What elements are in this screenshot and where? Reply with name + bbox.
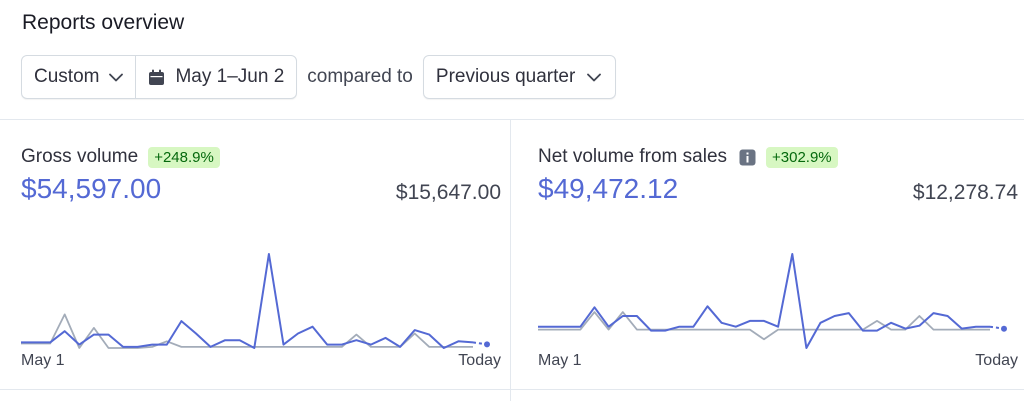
date-range-label: May 1–Jun 2 [175,66,285,87]
previous-value: $12,278.74 [912,181,1018,204]
gross-volume-card[interactable]: Gross volume +248.9% $54,597.00 $15,647.… [21,120,501,388]
today-dot [484,341,490,348]
range-type-dropdown[interactable]: Custom [22,56,135,98]
card-title: Net volume from sales [538,146,728,167]
card-header: Net volume from sales +302.9% [538,146,838,168]
previous-period-line [21,313,473,349]
compared-to-label: compared to [307,66,413,87]
card-header: Gross volume +248.9% [21,146,220,168]
today-dot [1001,325,1007,332]
comparison-dropdown[interactable]: Previous quarter [422,55,617,99]
filter-bar: Custom May 1–Jun 2 compared to Previous … [21,55,617,99]
section-divider [0,119,1024,120]
date-filter-group: Custom May 1–Jun 2 [21,55,298,99]
projection-dash [472,341,488,346]
gross-volume-chart [21,253,490,349]
net-volume-card[interactable]: Net volume from sales +302.9% $49,472.12… [538,120,1018,388]
projection-dash [989,325,1005,330]
card-divider [510,120,511,401]
page-title: Reports overview [22,11,185,34]
current-period-line [538,253,990,349]
net-volume-chart [538,253,1007,349]
current-value: $54,597.00 [21,173,162,204]
info-icon[interactable] [739,149,756,166]
range-type-label: Custom [34,66,100,87]
change-badge: +248.9% [148,146,220,168]
change-badge: +302.9% [766,146,838,168]
x-axis-start-label: May 1 [538,352,582,369]
previous-value: $15,647.00 [395,181,501,204]
card-title: Gross volume [21,146,139,167]
date-range-picker[interactable]: May 1–Jun 2 [135,56,296,98]
calendar-icon [148,69,165,86]
section-divider-bottom [0,389,1024,390]
comparison-label: Previous quarter [435,66,576,87]
x-axis-end-label: Today [458,352,501,369]
chevron-down-icon [587,73,602,82]
x-axis-end-label: Today [975,352,1018,369]
current-value: $49,472.12 [538,173,679,204]
previous-period-line [538,311,990,341]
chevron-down-icon [109,73,124,82]
x-axis-start-label: May 1 [21,352,65,369]
current-period-line [21,253,474,349]
